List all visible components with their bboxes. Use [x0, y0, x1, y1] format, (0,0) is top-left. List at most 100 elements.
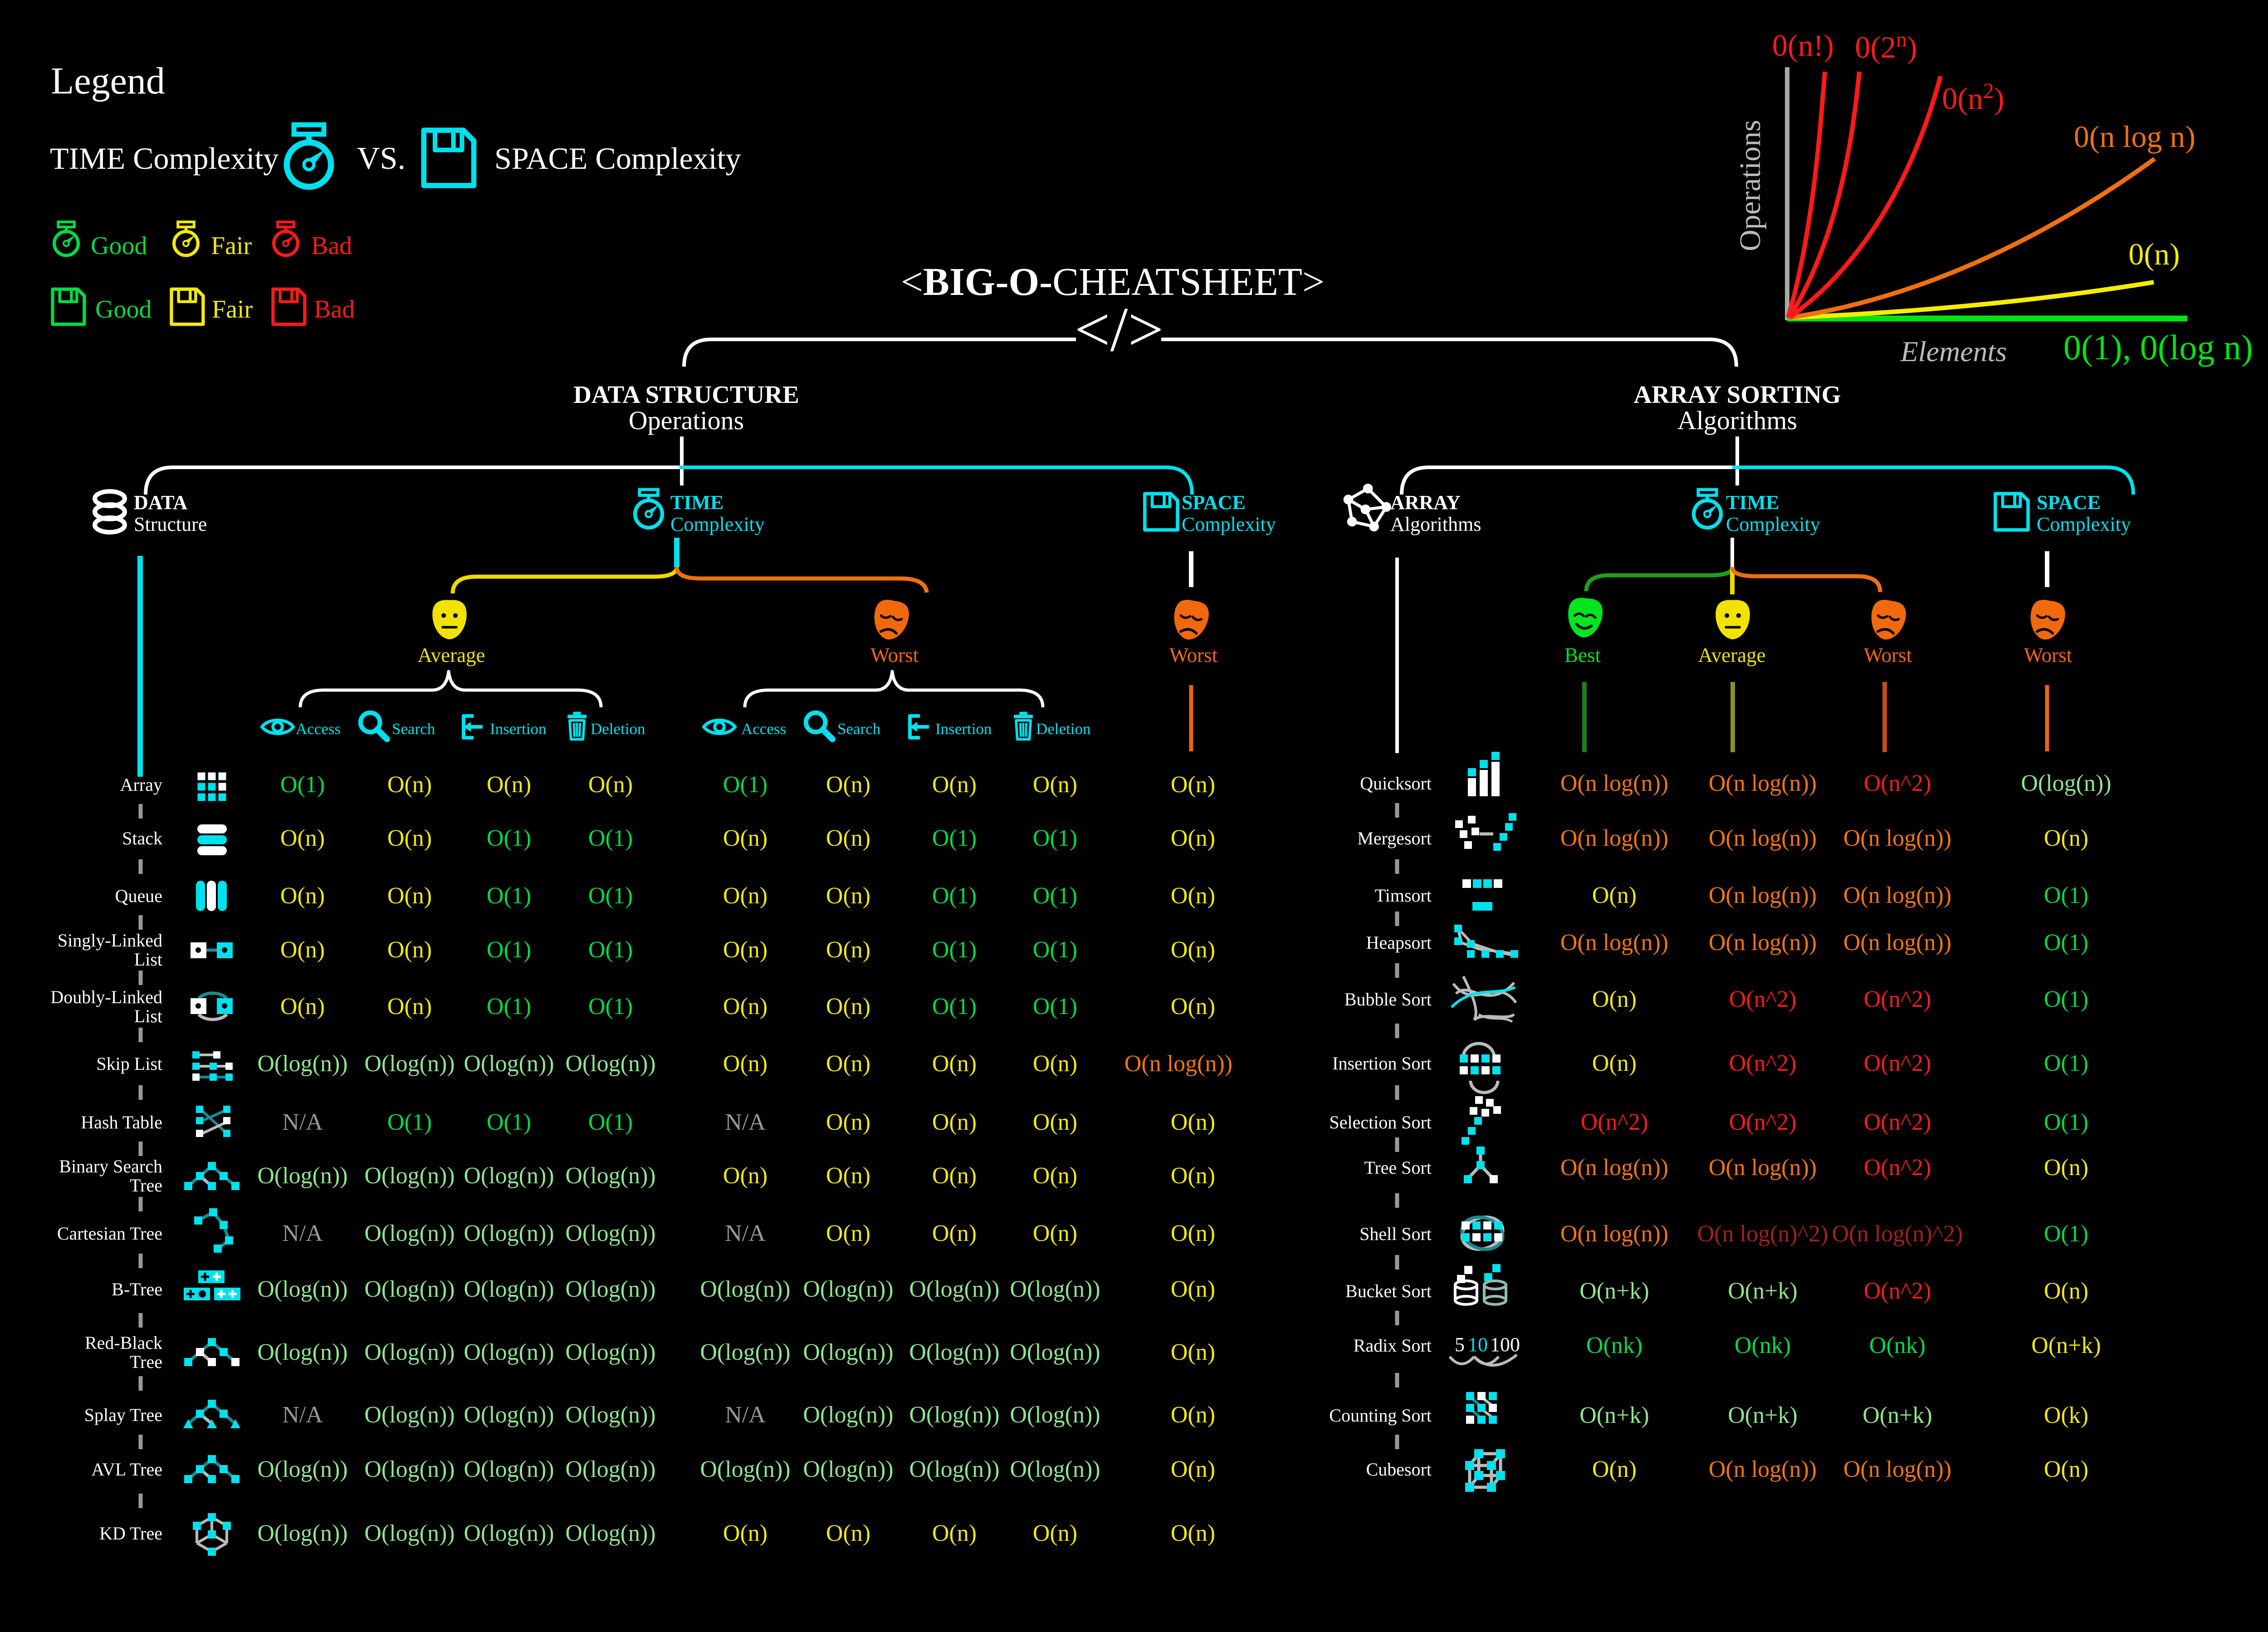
svg-text:O(1): O(1)	[280, 772, 325, 798]
svg-text:O(n): O(n)	[723, 937, 767, 963]
svg-text:AVL Tree: AVL Tree	[91, 1459, 162, 1480]
svg-text:TIME: TIME	[1726, 491, 1779, 514]
svg-text:O(1): O(1)	[723, 772, 767, 798]
svg-text:ARRAY SORTING: ARRAY SORTING	[1634, 381, 1841, 408]
svg-text:O(n log(n)^2): O(n log(n)^2)	[1832, 1221, 1963, 1247]
svg-text:O(nk): O(nk)	[1586, 1333, 1642, 1358]
svg-text:O(1): O(1)	[1033, 994, 1077, 1019]
svg-text:10: 10	[1468, 1333, 1488, 1356]
svg-text:O(n): O(n)	[826, 1220, 870, 1246]
svg-text:O(log(n)): O(log(n))	[1010, 1402, 1100, 1428]
svg-text:O(n): O(n)	[826, 772, 870, 798]
svg-text:5: 5	[1455, 1333, 1465, 1356]
svg-text:Best: Best	[1564, 644, 1601, 667]
svg-text:O(log(n)): O(log(n))	[364, 1276, 455, 1302]
svg-text:O(log(n)): O(log(n))	[565, 1276, 655, 1302]
svg-text:0(n!): 0(n!)	[1772, 28, 1834, 63]
svg-text:O(n): O(n)	[723, 994, 767, 1019]
svg-text:N/A: N/A	[282, 1402, 323, 1428]
svg-text:Complexity: Complexity	[1182, 513, 1276, 535]
svg-text:O(log(n)): O(log(n))	[257, 1276, 347, 1302]
svg-text:O(n): O(n)	[932, 1163, 977, 1189]
svg-text:Red-Black: Red-Black	[85, 1333, 162, 1353]
svg-text:Access: Access	[296, 720, 341, 738]
svg-text:Complexity: Complexity	[670, 513, 765, 535]
svg-text:TIME: TIME	[670, 491, 723, 514]
svg-text:O(n log(n)): O(n log(n))	[1709, 930, 1817, 956]
svg-text:O(n): O(n)	[1171, 1456, 1215, 1482]
svg-text:Tree: Tree	[130, 1352, 162, 1372]
svg-text:Insertion: Insertion	[935, 720, 992, 738]
svg-text:O(n+k): O(n+k)	[1728, 1278, 1798, 1304]
svg-text:O(n^2): O(n^2)	[1864, 986, 1931, 1012]
svg-text:O(log(n)): O(log(n))	[364, 1339, 455, 1365]
svg-text:Tree Sort: Tree Sort	[1364, 1157, 1432, 1178]
svg-text:O(n): O(n)	[723, 825, 767, 851]
svg-text:O(n): O(n)	[1171, 1402, 1215, 1428]
svg-text:O(n): O(n)	[932, 1220, 977, 1246]
svg-text:O(log(n)): O(log(n))	[364, 1051, 455, 1077]
svg-text:O(1): O(1)	[487, 937, 531, 963]
svg-text:O(n): O(n)	[826, 1051, 870, 1077]
svg-text:O(n): O(n)	[1171, 1163, 1215, 1189]
svg-text:O(log(n)): O(log(n))	[257, 1520, 347, 1546]
svg-text:O(n log(n)): O(n log(n))	[1843, 1456, 1951, 1482]
svg-text:O(n): O(n)	[826, 994, 870, 1019]
svg-text:O(log(n)): O(log(n))	[700, 1276, 790, 1302]
svg-text:O(n log(n)): O(n log(n))	[1560, 770, 1668, 796]
svg-text:O(n^2): O(n^2)	[1864, 1109, 1931, 1135]
svg-text:O(n): O(n)	[387, 994, 432, 1019]
svg-text:O(nk): O(nk)	[1735, 1333, 1791, 1358]
svg-text:SPACE Complexity: SPACE Complexity	[494, 141, 741, 176]
svg-text:O(n): O(n)	[487, 772, 531, 798]
svg-text:O(1): O(1)	[487, 1109, 531, 1135]
svg-text:O(n log(n)): O(n log(n))	[1709, 825, 1817, 851]
svg-text:O(n): O(n)	[1171, 772, 1215, 798]
svg-text:Average: Average	[1698, 644, 1765, 667]
svg-text:SPACE: SPACE	[2037, 491, 2101, 514]
svg-text:O(log(n)): O(log(n))	[565, 1163, 655, 1189]
svg-text:O(log(n)): O(log(n))	[1010, 1456, 1100, 1482]
svg-text:O(n): O(n)	[387, 772, 432, 798]
svg-text:O(n): O(n)	[387, 883, 432, 909]
svg-text:O(n): O(n)	[2044, 1456, 2088, 1482]
svg-text:Search: Search	[392, 720, 435, 738]
svg-text:KD Tree: KD Tree	[99, 1523, 162, 1544]
svg-text:Worst: Worst	[1864, 644, 1912, 667]
svg-text:Average: Average	[417, 644, 485, 667]
svg-text:O(log(n)): O(log(n))	[364, 1163, 455, 1189]
svg-text:O(n): O(n)	[1171, 1520, 1215, 1546]
svg-text:O(1): O(1)	[487, 994, 531, 1019]
svg-text:O(1): O(1)	[2044, 882, 2088, 908]
svg-text:O(n^2): O(n^2)	[1864, 770, 1931, 796]
svg-text:Elements: Elements	[1900, 335, 2007, 368]
svg-text:List: List	[134, 949, 162, 970]
svg-text:Worst: Worst	[870, 644, 919, 667]
svg-text:Algorithms: Algorithms	[1677, 406, 1797, 435]
svg-text:O(log(n)): O(log(n))	[464, 1339, 554, 1365]
svg-text:N/A: N/A	[725, 1402, 766, 1428]
svg-text:O(log(n)): O(log(n))	[2021, 770, 2111, 796]
svg-text:O(log(n)): O(log(n))	[909, 1339, 999, 1365]
svg-text:O(1): O(1)	[932, 883, 977, 909]
svg-text:O(n): O(n)	[387, 937, 432, 963]
svg-text:O(n log(n)^2): O(n log(n)^2)	[1697, 1221, 1828, 1247]
svg-text:O(1): O(1)	[588, 1109, 633, 1135]
svg-text:O(log(n)): O(log(n))	[1010, 1276, 1100, 1302]
svg-text:Good: Good	[91, 232, 147, 260]
svg-text:100: 100	[1490, 1333, 1520, 1356]
svg-text:O(1): O(1)	[1033, 825, 1077, 851]
svg-text:O(1): O(1)	[932, 937, 977, 963]
svg-text:O(log(n)): O(log(n))	[565, 1456, 655, 1482]
svg-text:O(log(n)): O(log(n))	[257, 1456, 347, 1482]
svg-text:O(n): O(n)	[1171, 1220, 1215, 1246]
svg-text:O(n+k): O(n+k)	[2031, 1333, 2101, 1358]
svg-text:Worst: Worst	[1169, 644, 1218, 667]
svg-text:Deletion: Deletion	[591, 720, 645, 738]
svg-text:O(n): O(n)	[826, 1520, 870, 1546]
svg-text:N/A: N/A	[282, 1220, 323, 1246]
svg-text:Complexity: Complexity	[1726, 513, 1820, 535]
svg-text:0(n2): 0(n2)	[1942, 79, 2004, 116]
svg-text:O(n): O(n)	[1033, 1051, 1077, 1077]
svg-text:O(n): O(n)	[280, 883, 325, 909]
